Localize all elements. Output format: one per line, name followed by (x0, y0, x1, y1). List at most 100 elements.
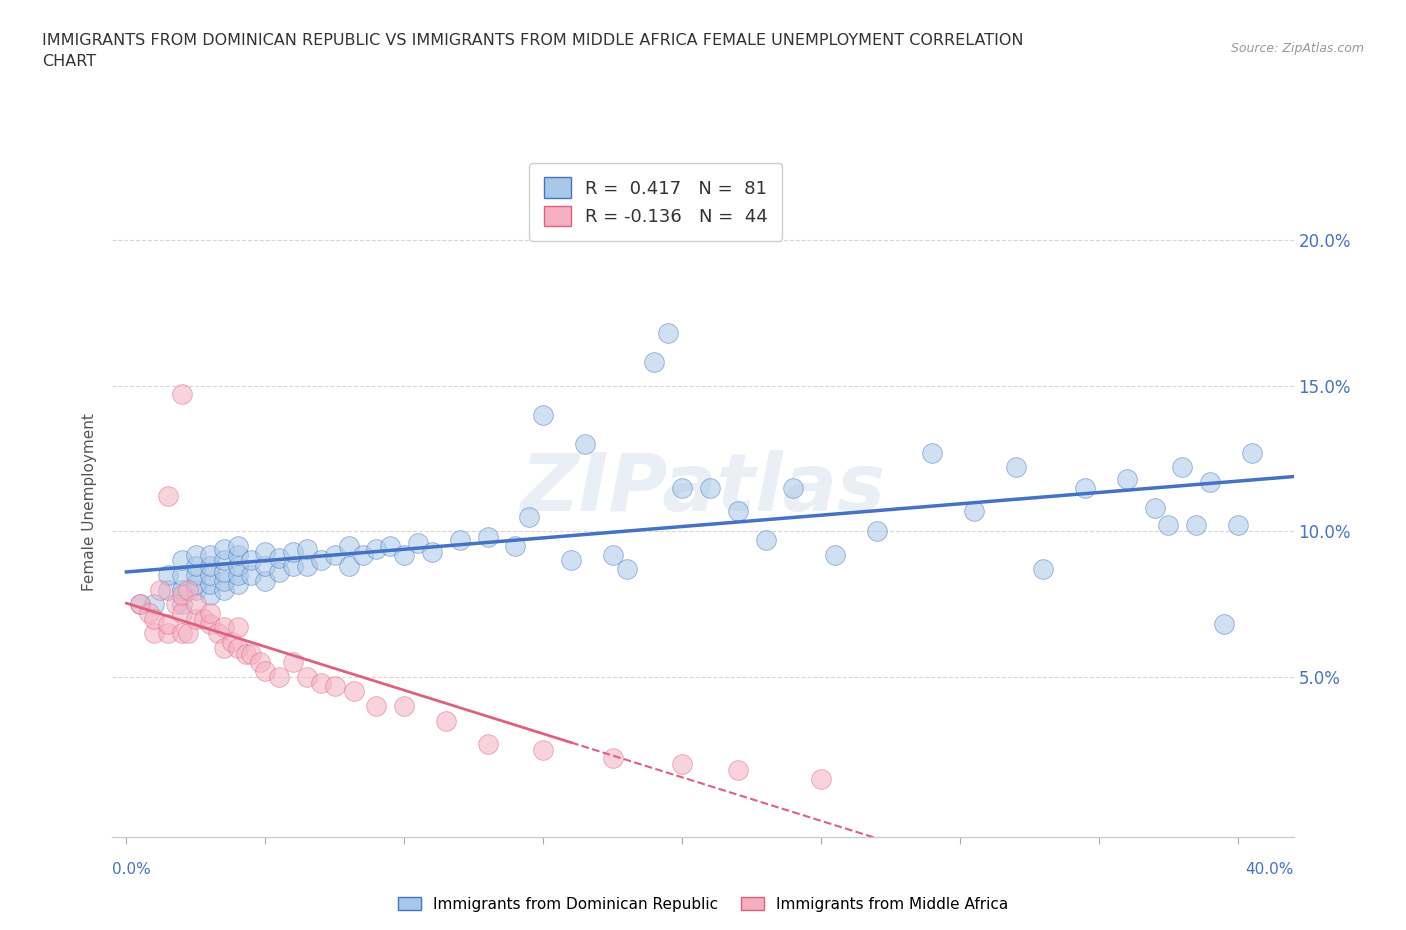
Point (157, 617, 180, 631)
Point (323, 678, 346, 693)
Point (198, 547, 221, 562)
Point (226, 567, 249, 582)
Point (434, 713, 457, 728)
Point (143, 611, 166, 626)
Point (1213, 617, 1236, 631)
Text: Source: ZipAtlas.com: Source: ZipAtlas.com (1230, 42, 1364, 55)
Point (170, 597, 193, 612)
Point (269, 550, 291, 565)
Point (1074, 480, 1097, 495)
Point (221, 634, 243, 649)
Point (170, 582, 193, 597)
Point (198, 567, 221, 582)
Point (176, 626, 198, 641)
Point (810, 771, 832, 786)
Point (420, 544, 443, 559)
Point (1143, 500, 1166, 515)
Point (602, 751, 624, 765)
Point (616, 562, 638, 577)
Point (157, 626, 180, 641)
Point (254, 664, 277, 679)
Point (1171, 459, 1194, 474)
Point (212, 541, 235, 556)
Point (193, 611, 215, 626)
Point (212, 574, 235, 589)
Point (295, 541, 318, 556)
Point (449, 533, 471, 548)
Point (170, 553, 193, 568)
Point (727, 763, 749, 777)
Point (240, 567, 263, 582)
Point (198, 559, 221, 574)
Point (921, 445, 943, 460)
Point (295, 670, 318, 684)
Point (165, 597, 187, 612)
Point (343, 684, 366, 698)
Point (249, 655, 271, 670)
Point (295, 559, 318, 574)
Point (143, 597, 166, 612)
Point (157, 489, 180, 504)
Point (184, 577, 207, 591)
Point (170, 588, 193, 603)
Y-axis label: Female Unemployment: Female Unemployment (82, 413, 97, 591)
Point (366, 698, 388, 713)
Point (309, 553, 332, 568)
Legend: R =  0.417   N =  81, R = -0.136   N =  44: R = 0.417 N = 81, R = -0.136 N = 44 (529, 163, 782, 241)
Point (380, 538, 402, 553)
Point (170, 626, 193, 641)
Point (602, 547, 624, 562)
Point (1199, 474, 1222, 489)
Point (505, 538, 527, 553)
Point (643, 355, 665, 370)
Point (226, 559, 249, 574)
Point (281, 544, 304, 559)
Point (143, 626, 166, 641)
Point (671, 757, 693, 772)
Point (184, 611, 207, 626)
Point (184, 547, 207, 562)
Point (226, 538, 249, 553)
Point (366, 541, 388, 556)
Point (149, 582, 172, 597)
Point (212, 620, 235, 635)
Point (184, 559, 207, 574)
Point (157, 582, 180, 597)
Point (477, 737, 499, 751)
Point (170, 567, 193, 582)
Point (226, 577, 249, 591)
Point (281, 559, 304, 574)
Point (394, 547, 416, 562)
Point (198, 588, 221, 603)
Point (824, 547, 846, 562)
Point (212, 553, 235, 568)
Point (1226, 518, 1249, 533)
Point (782, 480, 804, 495)
Point (212, 641, 235, 656)
Point (170, 387, 193, 402)
Point (671, 480, 693, 495)
Point (352, 547, 374, 562)
Point (574, 436, 596, 451)
Point (176, 582, 198, 597)
Point (1004, 459, 1026, 474)
Point (477, 530, 499, 545)
Point (531, 407, 554, 422)
Point (699, 480, 721, 495)
Point (963, 503, 986, 518)
Point (235, 646, 257, 661)
Text: CHART: CHART (42, 54, 96, 69)
Point (323, 547, 346, 562)
Point (1032, 562, 1054, 577)
Text: 40.0%: 40.0% (1246, 862, 1294, 877)
Point (240, 646, 263, 661)
Point (560, 553, 582, 568)
Point (198, 605, 221, 620)
Point (281, 655, 304, 670)
Text: IMMIGRANTS FROM DOMINICAN REPUBLIC VS IMMIGRANTS FROM MIDDLE AFRICA FEMALE UNEMP: IMMIGRANTS FROM DOMINICAN REPUBLIC VS IM… (42, 33, 1024, 47)
Legend: Immigrants from Dominican Republic, Immigrants from Middle Africa: Immigrants from Dominican Republic, Immi… (392, 890, 1014, 918)
Point (226, 547, 249, 562)
Point (531, 742, 554, 757)
Point (1157, 518, 1180, 533)
Point (198, 577, 221, 591)
